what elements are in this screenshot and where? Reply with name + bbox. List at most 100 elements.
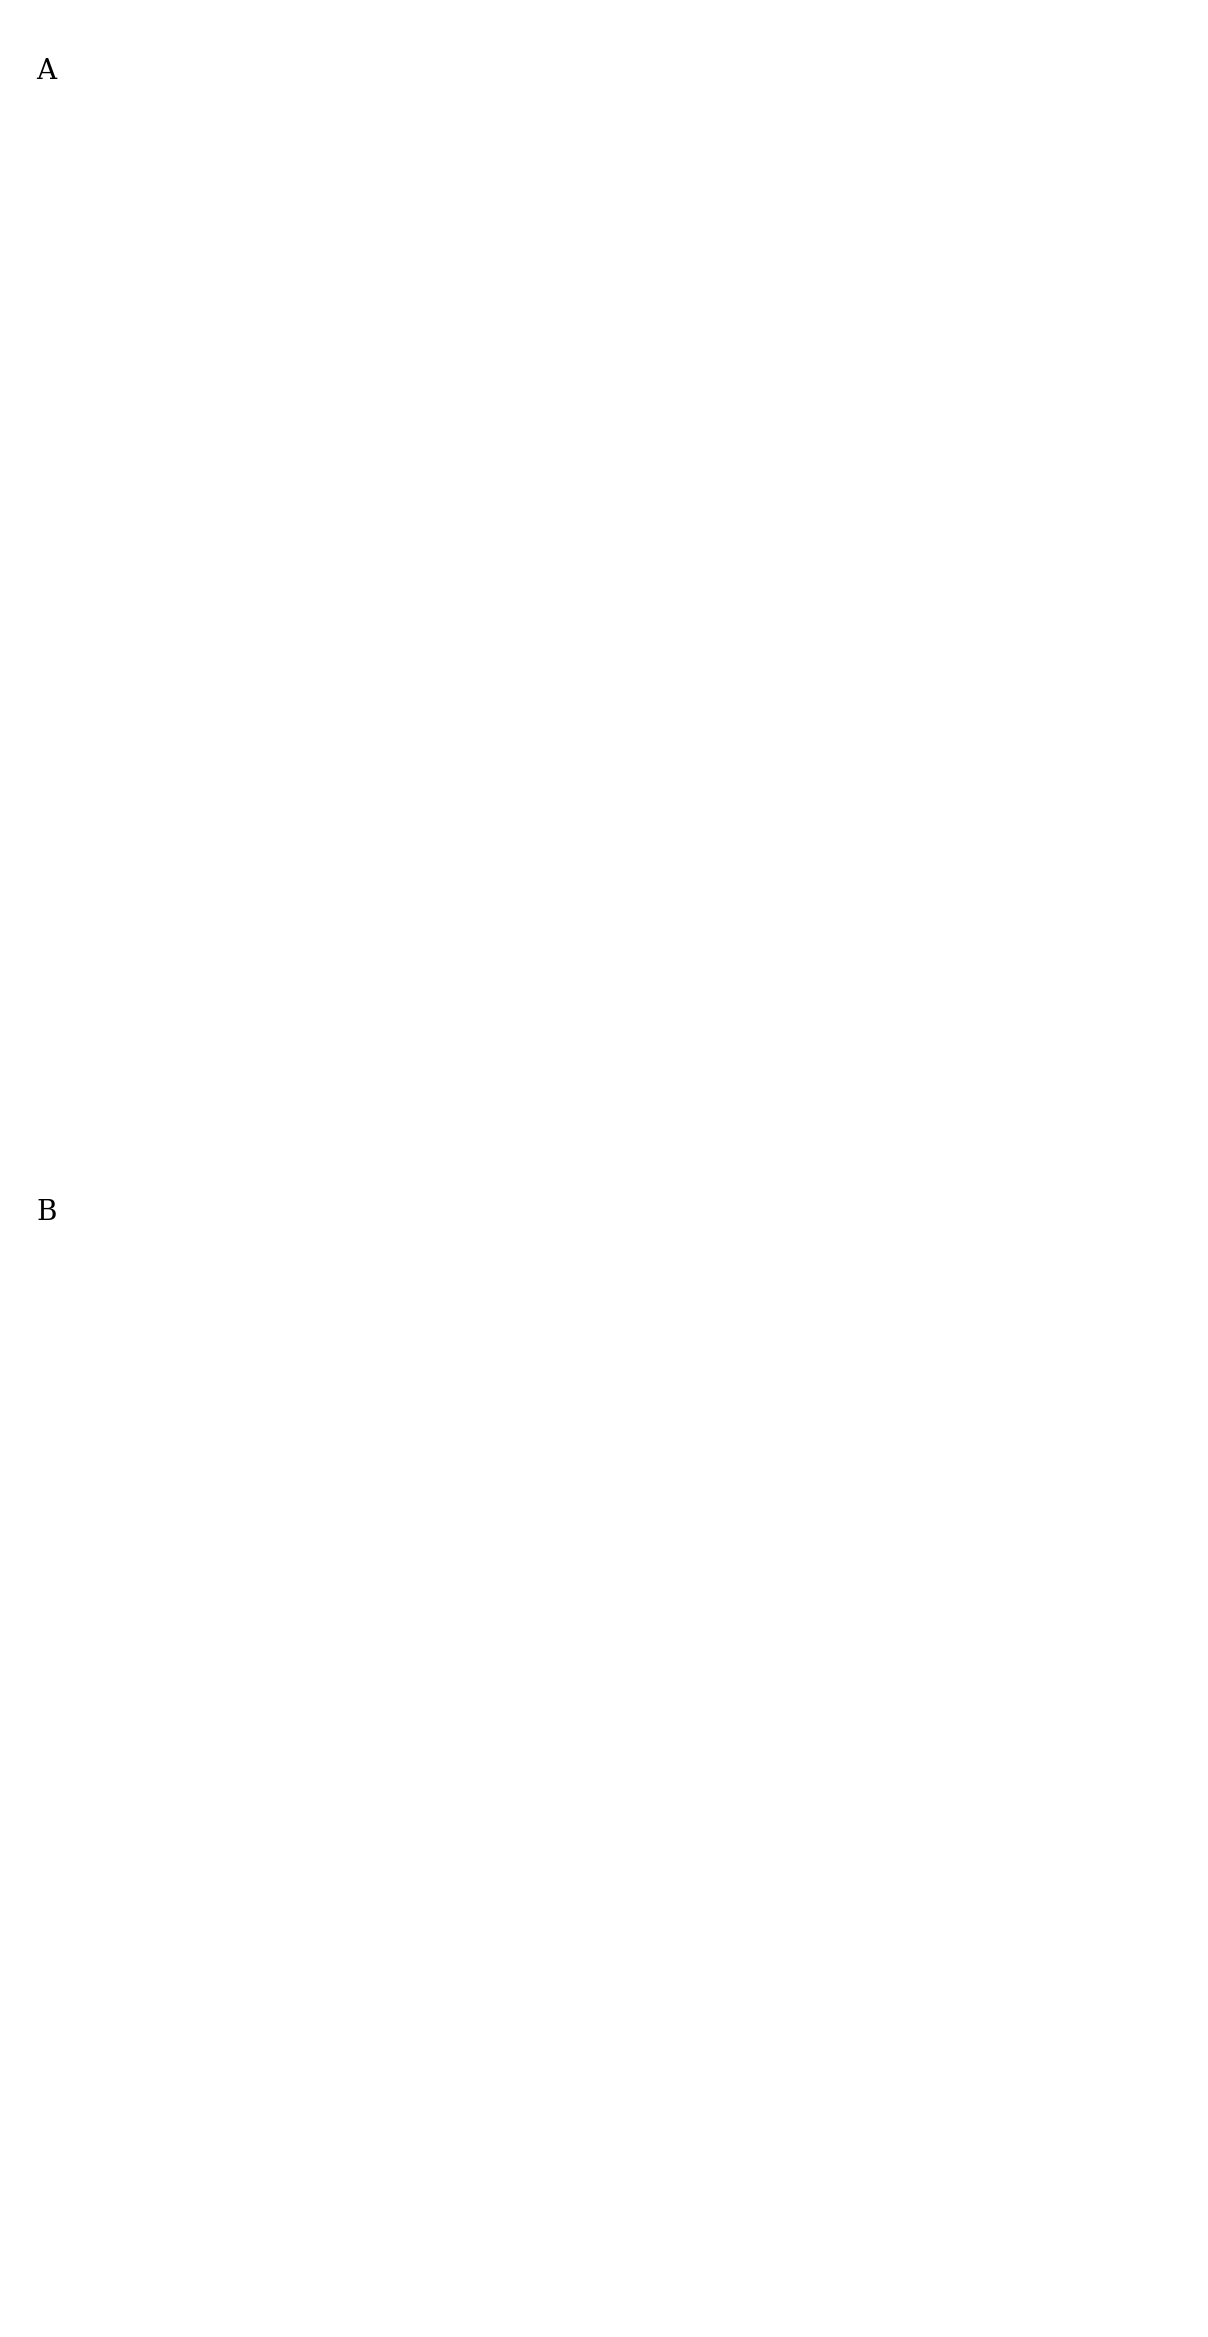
Bar bbox=[257, 797, 271, 804]
Bar bbox=[692, 86, 707, 96]
Bar bbox=[1090, 1274, 1108, 1281]
Bar bbox=[757, 308, 803, 318]
Bar bbox=[761, 783, 774, 790]
Bar bbox=[734, 86, 748, 96]
Bar bbox=[274, 545, 310, 554]
Bar bbox=[910, 2066, 949, 2075]
Bar bbox=[321, 311, 344, 320]
Bar bbox=[557, 311, 577, 320]
Bar bbox=[356, 2085, 370, 2092]
Bar bbox=[963, 103, 975, 108]
Bar bbox=[336, 84, 387, 93]
Bar bbox=[616, 783, 633, 790]
Bar bbox=[483, 308, 530, 318]
Bar bbox=[257, 1622, 271, 1629]
Bar bbox=[773, 1839, 790, 1846]
Bar bbox=[1009, 547, 1023, 554]
Bar bbox=[1122, 783, 1137, 790]
Bar bbox=[1046, 547, 1061, 554]
Bar bbox=[1086, 783, 1099, 790]
Bar bbox=[579, 1274, 600, 1281]
Bar bbox=[977, 547, 992, 554]
Bar bbox=[361, 311, 378, 320]
Bar bbox=[1056, 1274, 1073, 1281]
Bar bbox=[766, 1624, 776, 1631]
Bar bbox=[323, 542, 370, 554]
Bar bbox=[702, 1837, 718, 1846]
Bar bbox=[542, 86, 559, 96]
Bar bbox=[283, 1243, 296, 1248]
Bar bbox=[689, 783, 703, 790]
Bar bbox=[1082, 547, 1098, 554]
Bar bbox=[1140, 84, 1163, 93]
Bar bbox=[618, 86, 632, 96]
Bar bbox=[396, 547, 414, 554]
Bar bbox=[616, 1274, 633, 1281]
Bar bbox=[1120, 547, 1134, 554]
Bar bbox=[532, 547, 553, 554]
Bar bbox=[292, 1608, 307, 1615]
Bar bbox=[546, 1274, 563, 1281]
Bar bbox=[757, 327, 767, 332]
Bar bbox=[943, 86, 963, 96]
Bar bbox=[976, 86, 993, 96]
Text: A: A bbox=[36, 58, 57, 86]
Bar bbox=[945, 311, 968, 320]
Bar bbox=[257, 327, 271, 332]
Bar bbox=[889, 547, 911, 554]
Bar bbox=[977, 783, 992, 790]
Bar bbox=[519, 327, 541, 332]
Bar bbox=[1018, 1271, 1041, 1281]
Bar bbox=[976, 2071, 993, 2078]
Bar bbox=[516, 1274, 533, 1281]
Bar bbox=[1094, 2071, 1111, 2078]
Bar bbox=[312, 1853, 321, 1860]
Bar bbox=[796, 547, 807, 554]
Bar bbox=[719, 1274, 736, 1283]
Bar bbox=[1053, 1608, 1070, 1615]
Bar bbox=[283, 1288, 296, 1292]
Bar bbox=[381, 778, 417, 788]
Bar bbox=[283, 1853, 296, 1860]
Bar bbox=[737, 1606, 788, 1617]
Bar bbox=[937, 1608, 954, 1615]
Bar bbox=[1100, 1839, 1117, 1846]
Bar bbox=[478, 545, 515, 556]
Bar bbox=[493, 103, 515, 108]
Bar bbox=[655, 561, 664, 568]
Bar bbox=[342, 783, 359, 790]
Bar bbox=[1016, 1608, 1033, 1615]
Bar bbox=[533, 1608, 554, 1615]
Bar bbox=[587, 783, 600, 790]
Bar bbox=[1152, 783, 1166, 790]
Bar bbox=[712, 1610, 728, 1617]
Bar bbox=[618, 308, 666, 318]
Bar bbox=[919, 311, 934, 320]
Bar bbox=[683, 311, 703, 320]
Bar bbox=[806, 84, 856, 93]
Bar bbox=[655, 783, 668, 790]
Bar bbox=[861, 311, 883, 320]
Bar bbox=[765, 2071, 782, 2078]
Bar bbox=[1012, 783, 1027, 790]
Bar bbox=[756, 1274, 773, 1283]
Bar bbox=[1086, 311, 1100, 320]
Bar bbox=[464, 1608, 481, 1615]
Bar bbox=[1090, 84, 1123, 93]
Bar bbox=[278, 1837, 301, 1846]
Bar bbox=[651, 1274, 668, 1283]
Bar bbox=[668, 547, 683, 554]
Bar bbox=[358, 799, 371, 806]
Bar bbox=[983, 311, 1006, 320]
Bar bbox=[338, 1603, 389, 1615]
Bar bbox=[500, 1622, 513, 1629]
Bar bbox=[1120, 1271, 1142, 1281]
Bar bbox=[866, 783, 881, 790]
Bar bbox=[1151, 547, 1167, 554]
Bar bbox=[519, 783, 534, 790]
Bar bbox=[573, 1608, 590, 1615]
Bar bbox=[864, 84, 914, 93]
Bar bbox=[449, 561, 463, 568]
Bar bbox=[763, 103, 773, 108]
Bar bbox=[1055, 311, 1069, 320]
